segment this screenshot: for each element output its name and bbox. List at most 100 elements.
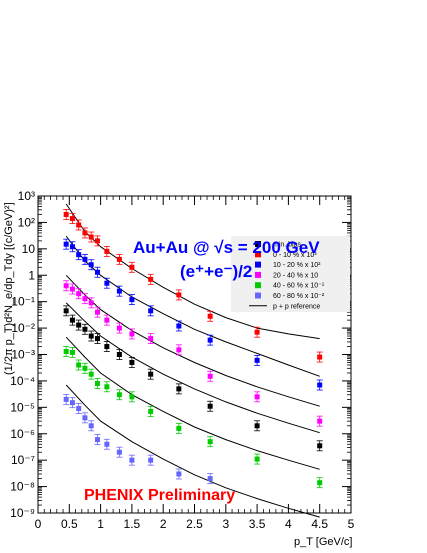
legend-marker [255,251,261,258]
legend-label: 40 - 60 % x 10⁻¹ [273,283,325,290]
data-point [63,308,69,314]
y-tick-label: 10⁻² [11,321,35,335]
data-point [94,336,100,342]
data-point [207,439,213,445]
legend-marker [255,282,261,289]
data-point [76,222,82,228]
data-point [176,292,182,298]
data-point [317,418,323,424]
legend-label: p + p reference [273,303,320,310]
data-point [82,230,88,236]
data-point [76,406,82,412]
data-point [176,347,182,353]
data-point [129,359,135,365]
data-point [148,371,154,377]
data-point [104,344,110,350]
data-point [69,400,75,406]
data-point [94,269,100,275]
data-point [88,234,94,240]
data-point [69,349,75,355]
y-tick-label: 10⁻⁵ [10,400,35,414]
data-point [207,337,213,343]
data-point [104,441,110,447]
x-tick-label: 5 [348,517,355,531]
data-point [94,437,100,443]
data-point [104,317,110,323]
data-point [207,373,213,379]
data-point [116,352,122,357]
data-point [94,309,100,315]
data-point [317,480,323,486]
data-point [129,297,135,303]
y-tick-label: 10⁻¹ [11,295,35,309]
annotation-phenix: PHENIX Preliminary [84,487,235,504]
data-point [63,241,69,247]
x-tick-label: 0 [35,517,42,531]
data-point [88,262,94,268]
data-point [116,288,122,294]
data-point [148,408,154,414]
data-point [116,256,122,262]
y-axis-title: (1/2π p_T)d²N_e/dp_Tdy [(c/GeV)²] [3,202,15,375]
data-point [63,348,69,354]
data-point [176,425,182,431]
legend-label: 10 - 20 % x 10² [273,262,321,269]
data-point [207,476,213,482]
x-tick-label: 2 [160,517,167,531]
data-point [63,396,69,402]
chart-subtitle: (e⁺+e⁻)/2 [180,262,252,281]
data-point [207,403,213,409]
data-point [82,365,88,371]
y-tick-label: 10⁻⁹ [10,506,35,520]
data-point [63,283,69,289]
data-point [129,457,135,463]
x-tick-label: 4 [285,517,292,531]
data-point [76,362,82,368]
data-point [104,248,110,254]
legend-label: min. bias [273,242,302,249]
data-point [82,256,88,262]
data-point [148,308,154,314]
y-tick-label: 10⁻⁸ [10,480,35,494]
data-point [148,336,154,342]
plot-area: 0 0.5 1 1.5 2 2.5 3 3.5 4 4.5 5 10⁻⁹ 10⁻⁸ 10⁻⁷ 10⁻⁶ 10⁻… [10,189,355,531]
data-point [207,313,213,319]
data-point [176,323,182,329]
data-point [69,317,75,323]
data-point [104,384,110,390]
y-tick-label: 10⁻⁴ [10,374,35,388]
data-point [317,443,323,449]
data-point [69,286,75,292]
data-point [104,280,110,286]
data-point [148,457,154,463]
y-tick-label: 10⁻³ [11,348,35,362]
reference-curve [65,336,320,470]
x-tick-label: 1 [97,517,104,531]
data-point [254,456,260,462]
legend-marker [255,271,261,278]
data-point [76,252,82,258]
legend-label: 20 - 40 % x 10 [273,272,318,279]
x-axis-title: p_T [GeV/c] [294,536,353,548]
y-tick-label: 10⁻⁶ [10,427,35,441]
data-point [94,380,100,386]
data-point [176,471,182,477]
data-point [69,216,75,222]
data-point [76,291,82,297]
data-point [88,423,94,429]
legend-label: 0 - 10 % x 10³ [273,252,317,259]
data-point [82,296,88,302]
legend-marker [255,292,261,299]
data-point [88,333,94,339]
data-point [148,276,154,282]
data-point [317,354,323,360]
data-point [63,211,69,217]
y-tick-label: 10⁻⁷ [11,453,35,467]
legend-label: 60 - 80 % x 10⁻² [273,293,325,300]
data-point [254,394,260,400]
x-tick-label: 3.5 [249,517,266,531]
data-point [254,357,260,363]
data-point [116,392,122,398]
y-tick-label: 1 [28,268,35,282]
